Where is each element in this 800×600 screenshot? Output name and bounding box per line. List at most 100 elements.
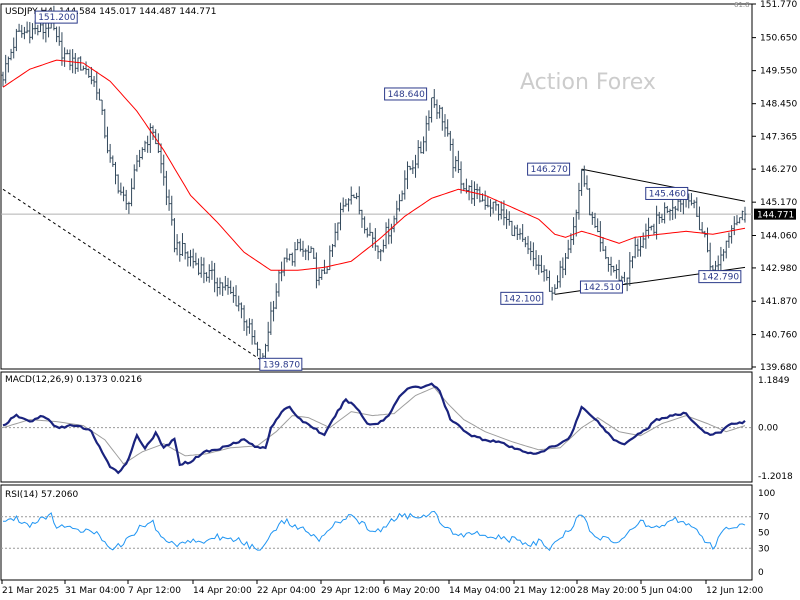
price-bar	[446, 119, 449, 137]
price-bar	[577, 182, 581, 220]
price-bar	[119, 182, 123, 196]
current-price-label: 144.771	[757, 211, 794, 221]
price-bar	[288, 253, 291, 261]
price-bar	[138, 149, 141, 168]
price-bar	[722, 249, 725, 262]
price-bar	[108, 143, 112, 163]
price-bar	[71, 49, 74, 74]
price-bar	[411, 160, 415, 174]
price-bar	[218, 277, 222, 295]
price-bar	[674, 205, 677, 219]
rsi-axis-label: 100	[758, 489, 775, 499]
price-bar	[612, 265, 616, 273]
price-bar	[724, 240, 728, 259]
price-bar	[660, 213, 664, 223]
price-bar	[272, 300, 275, 322]
price-bar	[406, 161, 409, 190]
price-bar	[197, 258, 200, 276]
price-bar	[299, 238, 302, 252]
price-bar	[315, 252, 318, 289]
price-bar	[507, 211, 511, 226]
price-bar	[181, 233, 184, 257]
price-bar	[240, 302, 243, 319]
rsi-levels	[1, 516, 752, 549]
price-bar	[159, 143, 163, 174]
macd-axis: 1.1849 0.00 -1.2018	[758, 376, 793, 482]
price-bar	[561, 257, 565, 279]
price-bar	[414, 154, 417, 178]
rsi-axis: 100 70 50 30 0	[758, 489, 775, 578]
price-bar	[36, 24, 40, 36]
rsi-axis-label: 70	[758, 513, 770, 523]
price-bar	[499, 201, 503, 220]
price-bar	[556, 275, 559, 289]
price-axis-label: 151.770	[760, 0, 797, 10]
price-bar	[534, 250, 538, 270]
price-bar	[588, 188, 591, 216]
price-panel: Action Forex USDJPY,H4 144.584 145.017 1…	[0, 0, 797, 373]
price-annotation: 139.870	[259, 357, 303, 371]
price-bar	[84, 61, 88, 75]
price-bar	[432, 89, 436, 108]
price-axis-label: 139.680	[760, 363, 797, 373]
price-bar	[226, 277, 230, 295]
price-bar	[371, 231, 374, 248]
time-axis-label: 5 Jun 04:00	[641, 586, 693, 596]
price-axis-label: 146.270	[760, 165, 797, 175]
price-bar	[424, 115, 428, 152]
price-bar	[250, 318, 254, 345]
price-bar	[63, 47, 66, 67]
price-axis-label: 144.060	[760, 231, 797, 241]
price-bar	[516, 224, 519, 240]
svg-text:151.200: 151.200	[38, 13, 75, 23]
svg-text:148.640: 148.640	[388, 90, 425, 100]
price-bar	[649, 225, 653, 231]
price-bar	[387, 218, 391, 245]
price-bar	[593, 212, 597, 229]
svg-text:139.870: 139.870	[263, 360, 300, 370]
price-bar	[317, 268, 321, 286]
price-bar	[459, 161, 463, 194]
price-bar	[703, 230, 707, 238]
price-bar	[146, 135, 149, 153]
price-bar	[419, 141, 423, 154]
price-axis-label: 145.170	[760, 198, 797, 208]
price-bar	[416, 140, 420, 169]
time-axis-label: 31 Mar 04:00	[65, 586, 125, 596]
top-corner-label: 61.8	[734, 1, 750, 9]
price-bar	[398, 194, 401, 212]
price-bar	[582, 165, 586, 187]
price-axis-label: 150.650	[760, 34, 797, 44]
price-bar	[580, 169, 583, 196]
price-bar	[545, 269, 549, 281]
price-bar	[98, 88, 101, 101]
price-axis-label: 149.550	[760, 67, 797, 77]
price-bar	[274, 283, 278, 310]
price-bar	[301, 240, 305, 257]
price-bar	[296, 239, 299, 251]
price-bar	[700, 222, 704, 233]
price-bar	[90, 66, 93, 85]
price-bar	[510, 220, 514, 236]
price-bar	[167, 189, 171, 211]
price-bar	[473, 181, 476, 206]
price-bar	[199, 256, 203, 278]
price-bar	[23, 26, 26, 40]
price-axis-label: 148.450	[760, 100, 797, 110]
time-axis: 21 Mar 2025 31 Mar 04:00 7 Apr 12:00 14 Apr…	[1, 580, 763, 596]
price-bar	[124, 189, 128, 210]
price-bar	[494, 199, 498, 211]
price-bar	[609, 256, 613, 276]
price-panel-frame	[0, 3, 753, 370]
price-bar	[76, 57, 80, 72]
price-bar	[151, 125, 155, 140]
price-bar	[566, 239, 570, 260]
price-bar	[189, 249, 192, 267]
price-bar	[384, 222, 388, 249]
price-bar	[529, 241, 533, 261]
price-bar	[443, 114, 447, 137]
macd-panel-frame	[0, 371, 753, 483]
price-bar	[491, 201, 495, 214]
price-bar	[20, 24, 24, 38]
price-bar	[320, 269, 324, 280]
